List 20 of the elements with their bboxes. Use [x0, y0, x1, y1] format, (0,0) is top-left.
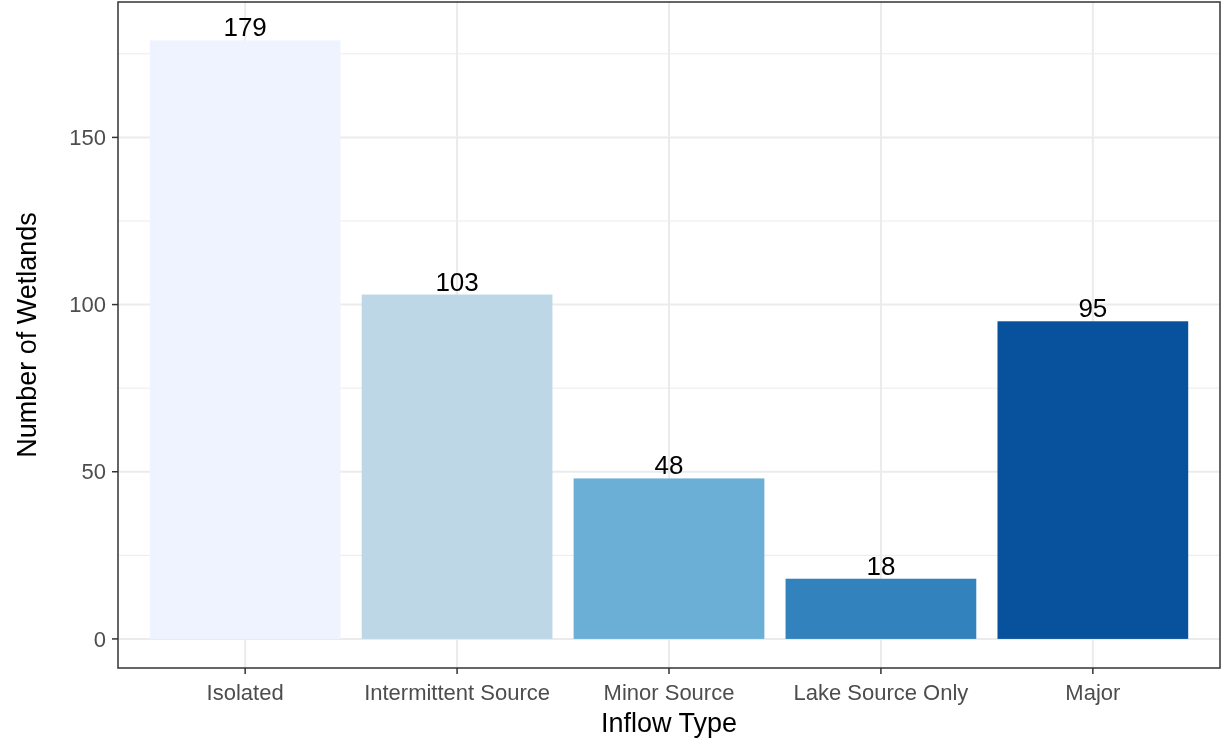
data-label: 95: [1078, 293, 1108, 324]
x-tick-label: Minor Source: [603, 680, 735, 705]
bar: [785, 578, 977, 639]
y-tick-label: 100: [69, 292, 106, 318]
bar: [361, 294, 553, 639]
data-label: 48: [654, 450, 684, 481]
y-tick-label: 0: [93, 626, 106, 652]
data-label: 179: [223, 12, 267, 43]
y-axis-title: Number of Wetlands: [12, 212, 42, 458]
x-tick-label: Major: [1065, 680, 1121, 705]
bar: [573, 478, 765, 639]
x-tick-label: Lake Source Only: [793, 680, 969, 705]
y-tick-label: 150: [69, 125, 106, 151]
x-axis-title: Inflow Type: [600, 708, 738, 738]
x-tick-label: Intermittent Source: [364, 680, 551, 705]
y-tick-label: 50: [81, 459, 106, 485]
data-label: 18: [866, 550, 896, 581]
x-tick-label: Isolated: [206, 680, 284, 705]
bar: [997, 321, 1189, 639]
data-label: 103: [435, 266, 479, 297]
